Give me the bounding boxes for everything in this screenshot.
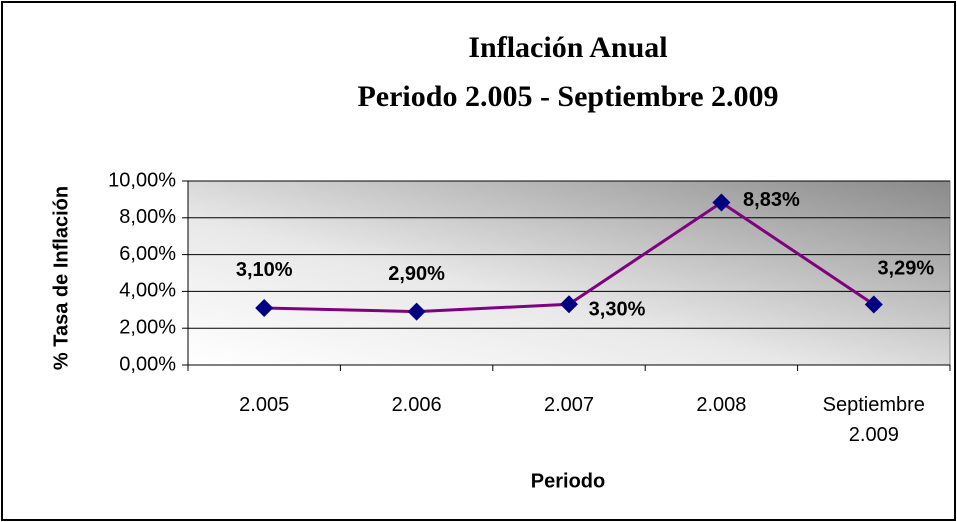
y-tick-label: 4,00% [119,280,176,302]
y-tick-label: 6,00% [119,243,176,265]
y-tick-label: 10,00% [108,169,176,191]
chart-title: Inflación Anual [468,31,667,64]
y-tick-label: 2,00% [119,316,176,338]
data-label: 8,83% [743,189,800,211]
x-tick-label: Septiembre 2.009 [822,394,925,446]
data-label: 3,29% [877,258,934,280]
data-label: 3,30% [589,299,646,321]
plot-area [187,180,951,366]
marker [712,193,731,212]
x-tick-label: 2.006 [391,394,442,416]
y-tick-label: 0,00% [119,353,176,375]
y-axis-label: % Tasa de Inflación [50,186,72,370]
y-tick-label: 8,00% [119,206,176,228]
marker [407,302,426,321]
marker [560,295,578,314]
x-tick-label: 2.008 [696,394,747,416]
chart-subtitle: Periodo 2.005 - Septiembre 2.009 [357,80,778,113]
x-tick-label: 2.005 [239,394,290,416]
x-axis-label: Periodo [531,470,605,492]
x-tick-label: 2.007 [543,394,595,416]
marker [255,298,274,317]
marker [864,295,883,314]
data-label: 2,90% [388,263,445,285]
data-label: 3,10% [236,259,293,281]
